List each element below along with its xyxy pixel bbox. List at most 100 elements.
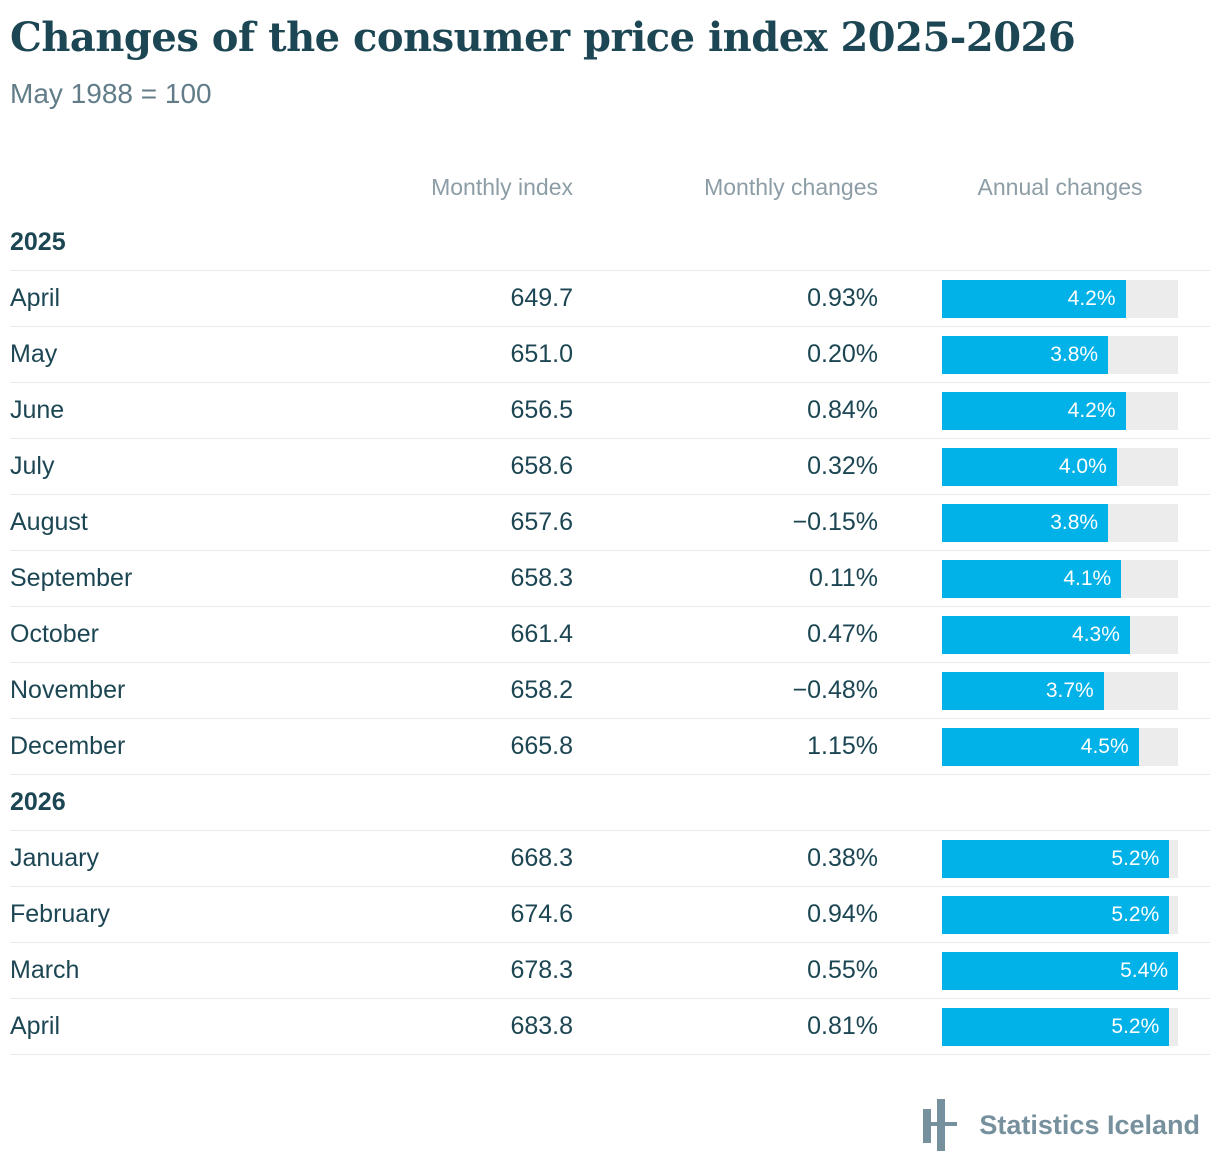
- annual-change-value: 5.2%: [1111, 846, 1160, 870]
- annual-change-value: 3.7%: [1045, 678, 1094, 702]
- column-header-annual-changes: Annual changes: [977, 173, 1143, 200]
- monthly-change-value: 0.38%: [807, 844, 878, 872]
- table-row: August 657.6 −0.15% 3.8%: [10, 495, 1210, 551]
- month-label: April: [10, 1012, 61, 1040]
- table-column-headers: Monthly index Monthly changes Annual cha…: [10, 159, 1210, 215]
- year-label: 2026: [10, 788, 66, 816]
- monthly-index-value: 651.0: [510, 340, 573, 368]
- month-label: December: [10, 732, 126, 760]
- annual-change-bar-track: 5.2%: [942, 839, 1178, 878]
- annual-change-bar-fill: 4.3%: [942, 615, 1130, 654]
- monthly-change-value: −0.15%: [792, 508, 879, 536]
- monthly-index-value: 661.4: [510, 620, 573, 648]
- monthly-change-value: −0.48%: [792, 676, 879, 704]
- monthly-change-value: 0.11%: [808, 564, 878, 592]
- monthly-index-value: 674.6: [510, 900, 573, 928]
- annual-change-value: 5.2%: [1111, 902, 1160, 926]
- table-row: November 658.2 −0.48% 3.7%: [10, 663, 1210, 719]
- annual-change-bar-track: 4.3%: [942, 615, 1178, 654]
- monthly-index-value: 678.3: [510, 956, 573, 984]
- table-row: April 683.8 0.81% 5.2%: [10, 999, 1210, 1055]
- annual-change-value: 4.2%: [1067, 286, 1116, 310]
- annual-change-bar-track: 4.1%: [942, 559, 1178, 598]
- annual-change-bar-track: 3.8%: [942, 335, 1178, 374]
- year-label: 2025: [10, 228, 66, 256]
- monthly-index-value: 665.8: [510, 732, 573, 760]
- footer: Statistics Iceland: [10, 1099, 1210, 1151]
- monthly-index-value: 668.3: [510, 844, 573, 872]
- annual-change-bar-fill: 4.2%: [942, 279, 1126, 318]
- annual-change-bar-track: 3.8%: [942, 503, 1178, 542]
- annual-change-bar-track: 4.0%: [942, 447, 1178, 486]
- table-row: June 656.5 0.84% 4.2%: [10, 383, 1210, 439]
- monthly-index-value: 658.2: [510, 676, 573, 704]
- table-row: October 661.4 0.47% 4.3%: [10, 607, 1210, 663]
- annual-change-bar-track: 4.2%: [942, 279, 1178, 318]
- annual-change-bar-track: 4.2%: [942, 391, 1178, 430]
- monthly-change-value: 0.94%: [807, 900, 878, 928]
- table-row: March 678.3 0.55% 5.4%: [10, 943, 1210, 999]
- annual-change-value: 3.8%: [1050, 510, 1099, 534]
- monthly-change-value: 0.47%: [807, 620, 878, 648]
- page-title: Changes of the consumer price index 2025…: [10, 14, 1076, 61]
- monthly-change-value: 0.20%: [807, 340, 878, 368]
- year-row: 2025: [10, 215, 1210, 271]
- monthly-change-value: 0.55%: [807, 956, 878, 984]
- monthly-index-value: 658.3: [510, 564, 573, 592]
- cpi-table: 2025 April 649.7 0.93% 4.2% May 651.0 0.…: [10, 215, 1210, 1055]
- page-subtitle: May 1988 = 100: [10, 78, 212, 109]
- statistics-iceland-logo-icon: [923, 1099, 958, 1151]
- monthly-change-value: 1.15%: [807, 732, 878, 760]
- table-row: February 674.6 0.94% 5.2%: [10, 887, 1210, 943]
- annual-change-bar-fill: 4.1%: [942, 559, 1122, 598]
- year-row: 2026: [10, 775, 1210, 831]
- logo-cross-bar: [923, 1122, 958, 1126]
- monthly-index-value: 683.8: [510, 1012, 573, 1040]
- month-label: October: [10, 620, 99, 648]
- table-row: September 658.3 0.11% 4.1%: [10, 551, 1210, 607]
- annual-change-bar-fill: 4.2%: [942, 391, 1126, 430]
- annual-change-bar-fill: 4.0%: [942, 447, 1117, 486]
- annual-change-bar-fill: 3.8%: [942, 503, 1109, 542]
- annual-change-bar-track: 5.2%: [942, 895, 1178, 934]
- annual-change-bar-track: 5.4%: [942, 951, 1178, 990]
- table-row: January 668.3 0.38% 5.2%: [10, 831, 1210, 887]
- table-row: April 649.7 0.93% 4.2%: [10, 271, 1210, 327]
- annual-change-bar-track: 4.5%: [942, 727, 1178, 766]
- month-label: June: [10, 396, 65, 424]
- table-row: July 658.6 0.32% 4.0%: [10, 439, 1210, 495]
- monthly-change-value: 0.93%: [807, 284, 878, 312]
- column-header-monthly-changes: Monthly changes: [704, 173, 878, 200]
- annual-change-value: 4.1%: [1063, 566, 1112, 590]
- month-label: March: [10, 956, 80, 984]
- month-label: April: [10, 284, 61, 312]
- annual-change-bar-fill: 3.7%: [942, 671, 1104, 710]
- column-header-monthly-index: Monthly index: [431, 173, 573, 200]
- month-label: August: [10, 508, 88, 536]
- annual-change-value: 4.2%: [1067, 398, 1116, 422]
- monthly-index-value: 658.6: [510, 452, 573, 480]
- month-label: July: [10, 452, 55, 480]
- month-label: November: [10, 676, 126, 704]
- annual-change-bar-track: 5.2%: [942, 1007, 1178, 1046]
- annual-change-bar-fill: 5.2%: [942, 895, 1170, 934]
- monthly-change-value: 0.32%: [807, 452, 878, 480]
- annual-change-bar-fill: 5.2%: [942, 839, 1170, 878]
- table-row: May 651.0 0.20% 3.8%: [10, 327, 1210, 383]
- monthly-index-value: 649.7: [510, 284, 573, 312]
- annual-change-bar-fill: 5.2%: [942, 1007, 1170, 1046]
- month-label: May: [10, 340, 58, 368]
- table-row: December 665.8 1.15% 4.5%: [10, 719, 1210, 775]
- monthly-index-value: 656.5: [510, 396, 573, 424]
- annual-change-value: 3.8%: [1050, 342, 1099, 366]
- annual-change-value: 4.3%: [1072, 622, 1120, 646]
- brand-name: Statistics Iceland: [979, 1109, 1200, 1140]
- annual-change-value: 4.0%: [1058, 454, 1107, 478]
- annual-change-bar-fill: 5.4%: [942, 951, 1178, 990]
- logo-left-bar: [923, 1109, 932, 1143]
- monthly-change-value: 0.81%: [807, 1012, 878, 1040]
- annual-change-value: 4.5%: [1080, 734, 1129, 758]
- monthly-change-value: 0.84%: [807, 396, 878, 424]
- month-label: January: [10, 844, 99, 872]
